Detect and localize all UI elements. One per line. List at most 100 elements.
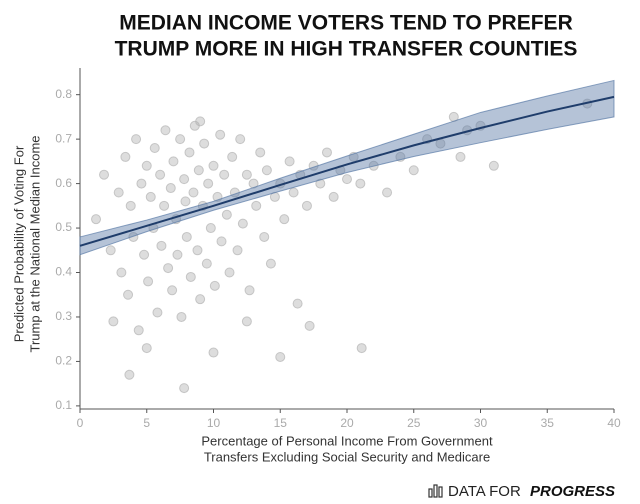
point xyxy=(124,369,135,380)
point xyxy=(201,258,212,269)
point xyxy=(259,231,270,242)
point xyxy=(265,258,276,269)
x-tick-label: 30 xyxy=(474,416,488,430)
point xyxy=(131,134,142,145)
point xyxy=(184,147,195,158)
point xyxy=(116,267,127,278)
point xyxy=(155,169,166,180)
point xyxy=(488,160,499,171)
point xyxy=(167,285,178,296)
point xyxy=(125,200,136,211)
x-tick-label: 10 xyxy=(207,416,221,430)
x-tick-label: 40 xyxy=(607,416,621,430)
point xyxy=(199,138,210,149)
point xyxy=(355,178,366,189)
point xyxy=(408,165,419,176)
point xyxy=(315,178,326,189)
point xyxy=(141,343,152,354)
point xyxy=(192,245,203,256)
point xyxy=(382,187,393,198)
x-tick-label: 35 xyxy=(541,416,555,430)
y-tick-label: 0.8 xyxy=(55,87,72,101)
point xyxy=(227,151,238,162)
point xyxy=(261,165,272,176)
point xyxy=(241,316,252,327)
point xyxy=(248,178,259,189)
point xyxy=(224,267,235,278)
point xyxy=(304,320,315,331)
point xyxy=(139,249,150,260)
point xyxy=(188,187,199,198)
logo-text: PROGRESS xyxy=(530,483,615,500)
point xyxy=(288,187,299,198)
point xyxy=(180,196,191,207)
point xyxy=(123,289,134,300)
x-tick-label: 0 xyxy=(77,416,84,430)
point xyxy=(195,294,206,305)
point xyxy=(244,285,255,296)
x-tick-label: 25 xyxy=(407,416,421,430)
point xyxy=(237,218,248,229)
point xyxy=(91,214,102,225)
point xyxy=(168,156,179,167)
logo-icon xyxy=(428,484,443,498)
point xyxy=(128,231,139,242)
point xyxy=(108,316,119,327)
point xyxy=(275,351,286,362)
y-tick-label: 0.3 xyxy=(55,309,72,323)
point xyxy=(193,165,204,176)
point xyxy=(165,183,176,194)
point xyxy=(145,191,156,202)
point xyxy=(205,223,216,234)
y-axis-label: Predicted Probability of Voting For xyxy=(11,145,26,342)
point xyxy=(279,214,290,225)
point xyxy=(235,134,246,145)
y-axis-label: Trump at the National Median Income xyxy=(27,135,42,352)
point xyxy=(133,325,144,336)
point xyxy=(99,169,110,180)
point xyxy=(342,174,352,185)
x-tick-label: 5 xyxy=(143,416,150,430)
confidence-band xyxy=(79,79,615,256)
point xyxy=(241,169,252,180)
point xyxy=(113,187,124,198)
point xyxy=(175,134,186,145)
y-tick-label: 0.5 xyxy=(55,220,72,234)
point xyxy=(156,240,167,251)
point xyxy=(356,343,367,354)
point xyxy=(301,200,312,211)
logo-text: DATA FOR xyxy=(448,483,521,500)
point xyxy=(141,160,152,171)
point xyxy=(208,347,219,358)
point xyxy=(292,298,303,309)
y-tick-label: 0.6 xyxy=(55,176,72,190)
point xyxy=(232,245,243,256)
x-tick-label: 15 xyxy=(274,416,288,430)
y-tick-label: 0.7 xyxy=(55,131,72,145)
point xyxy=(120,151,131,162)
point xyxy=(136,178,147,189)
fit-line xyxy=(79,95,615,247)
point xyxy=(181,231,192,242)
point xyxy=(219,169,230,180)
x-tick-label: 20 xyxy=(340,416,354,430)
point xyxy=(160,125,171,136)
y-tick-label: 0.4 xyxy=(55,265,72,279)
point xyxy=(255,147,266,158)
point xyxy=(159,200,170,211)
point xyxy=(179,383,190,394)
point xyxy=(208,160,219,171)
point xyxy=(209,280,220,291)
point xyxy=(163,263,174,274)
point xyxy=(284,156,295,167)
point xyxy=(179,174,190,185)
point xyxy=(455,151,466,162)
point xyxy=(221,209,232,220)
y-tick-label: 0.1 xyxy=(55,398,72,412)
x-axis-label: Percentage of Personal Income From Gover… xyxy=(201,433,493,448)
y-tick-label: 0.2 xyxy=(55,354,72,368)
x-axis-label: Transfers Excluding Social Security and … xyxy=(204,449,490,464)
point xyxy=(251,200,262,211)
point xyxy=(143,276,154,287)
